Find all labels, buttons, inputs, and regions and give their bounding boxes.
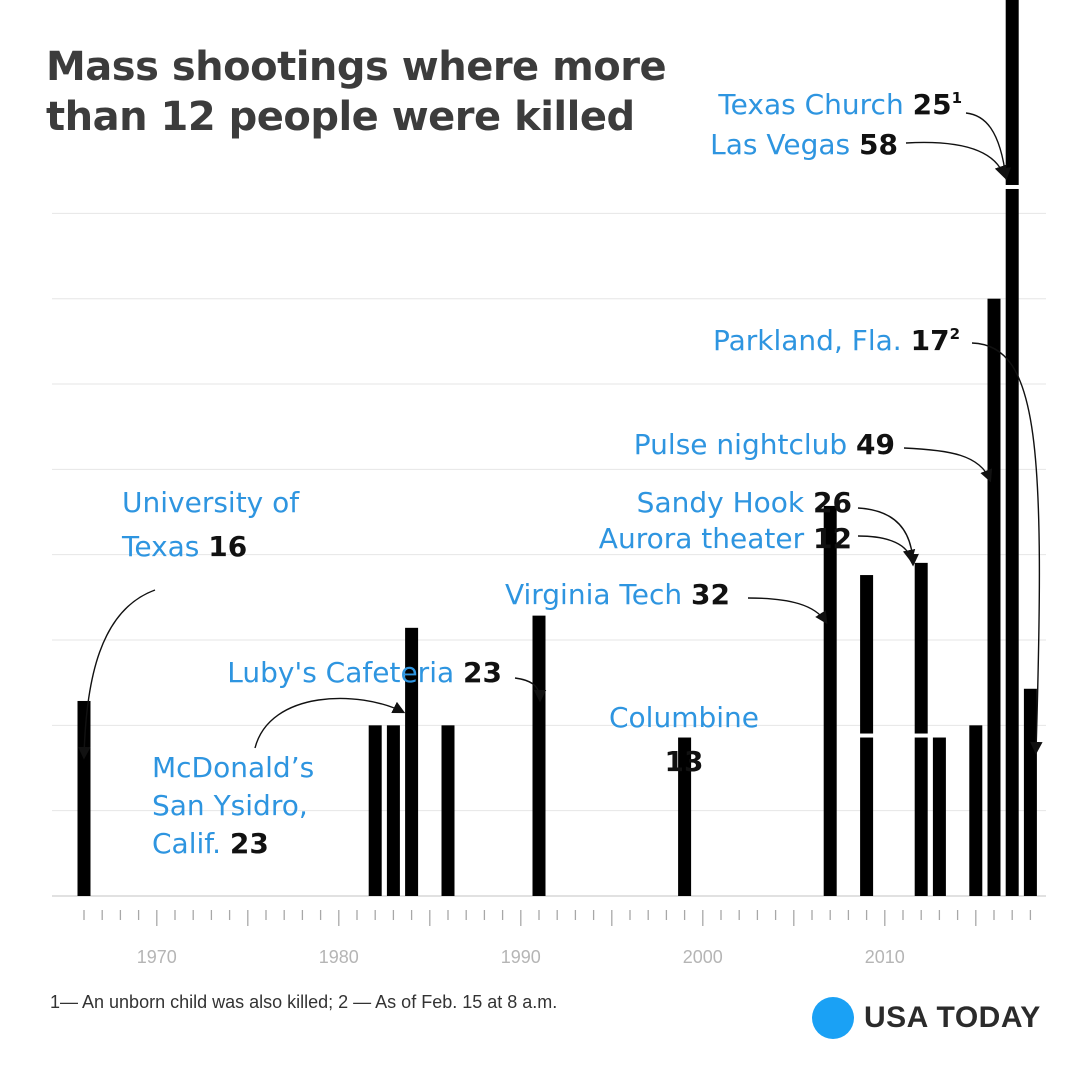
x-tick-label: 1970 (137, 947, 177, 967)
annotation-labels: University of Texas 16 McDonald’s San Ysidr… (121, 88, 962, 860)
annotation-value: 32 (691, 578, 730, 611)
bar-1999 (678, 737, 692, 896)
annotation-sandy-hook: Sandy Hook 26 (637, 486, 852, 519)
annotation-value: 23 (230, 827, 269, 860)
annotation-arrows (77, 112, 1043, 760)
shootings-chart: 1970 1980 1990 2000 2010 University of Texas … (52, 0, 1046, 967)
x-tick-label: 1990 (501, 947, 541, 967)
annotation-value: 16 (208, 530, 247, 563)
annotation-value: 12 (813, 522, 852, 555)
annotation-label: Columbine (609, 701, 759, 734)
annotation-label: Texas 16 (121, 530, 247, 563)
bar-1991 (532, 615, 546, 896)
annotation-pulse-nightclub: Pulse nightclub 49 (634, 428, 895, 461)
annotation-footnote-mark: 2 (950, 325, 960, 343)
annotation-label: Texas Church 251 (717, 88, 962, 121)
annotation-label: Pulse nightclub 49 (634, 428, 895, 461)
arrow-lubys (514, 677, 547, 703)
bar-2017 (1005, 188, 1019, 897)
annotation-label: Luby's Cafeteria 23 (227, 656, 502, 689)
annotation-value: 17 (911, 324, 950, 357)
annotation-footnote-mark: 1 (952, 89, 962, 107)
annotation-label: San Ysidro, (152, 789, 308, 822)
chart-title: Mass shootings where more than 12 people… (46, 44, 667, 140)
annotation-label: Aurora theater 12 (599, 522, 852, 555)
footnote: 1— An unborn child was also killed; 2 — … (50, 992, 558, 1012)
annotation-value: 25 (913, 88, 952, 121)
arrow-las-vegas (905, 141, 1007, 179)
annotation-label: University of (122, 486, 300, 519)
x-axis: 1970 1980 1990 2000 2010 (83, 910, 1032, 967)
annotation-columbine: Columbine 13 (609, 701, 759, 778)
bar-2009 (860, 737, 874, 896)
x-tick-label: 2010 (865, 947, 905, 967)
annotation-texas-church: Texas Church 251 (717, 88, 962, 121)
arrow-parkland (971, 342, 1043, 755)
annotation-label: Parkland, Fla. 172 (713, 324, 960, 357)
annotation-university-of-texas: University of Texas 16 (121, 486, 300, 563)
bar-2013 (932, 737, 946, 896)
annotation-lubys-cafeteria: Luby's Cafeteria 23 (227, 656, 502, 689)
annotation-label: Sandy Hook 26 (637, 486, 852, 519)
annotation-label: McDonald’s (152, 751, 314, 784)
arrow-aurora (857, 535, 916, 563)
annotation-value: 13 (665, 745, 704, 778)
bar-2015 (969, 725, 983, 896)
bar-2017-stacked (1005, 0, 1019, 185)
brand-name: USA TODAY (864, 1001, 1041, 1034)
arrow-mcdonalds (254, 697, 406, 749)
bar-1983 (386, 725, 400, 896)
annotation-value: 49 (856, 428, 895, 461)
annotation-label: Calif. 23 (152, 827, 269, 860)
annotation-las-vegas: Las Vegas 58 (710, 128, 898, 161)
arrow-virginia-tech (747, 597, 828, 625)
arrow-university-of-texas (77, 589, 156, 760)
bar-2016 (987, 298, 1001, 896)
annotation-virginia-tech: Virginia Tech 32 (505, 578, 730, 611)
bar-2007 (823, 505, 837, 896)
annotation-mcdonalds: McDonald’s San Ysidro, Calif. 23 (152, 751, 314, 860)
x-tick-label: 2000 (683, 947, 723, 967)
annotation-label: Virginia Tech 32 (505, 578, 730, 611)
bar-2009-stacked (860, 575, 874, 734)
bar-1986 (441, 725, 455, 896)
annotation-value: 26 (813, 486, 852, 519)
annotation-parkland: Parkland, Fla. 172 (713, 324, 960, 357)
bar-1982 (368, 725, 382, 896)
bar-1966 (77, 700, 91, 896)
bar-1984 (405, 627, 419, 896)
arrow-pulse (903, 447, 993, 483)
annotation-label: Las Vegas 58 (710, 128, 898, 161)
bar-2018 (1023, 688, 1037, 896)
x-tick-label: 1980 (319, 947, 359, 967)
bar-2012 (914, 737, 928, 896)
annotation-aurora-theater: Aurora theater 12 (599, 522, 852, 555)
annotation-value: 58 (859, 128, 898, 161)
annotation-value: 23 (463, 656, 502, 689)
gridlines (52, 212, 1046, 897)
usa-today-logo: USA TODAY (812, 996, 1041, 1040)
bar-2012-stacked (914, 562, 928, 734)
brand-dot-icon (812, 997, 854, 1039)
